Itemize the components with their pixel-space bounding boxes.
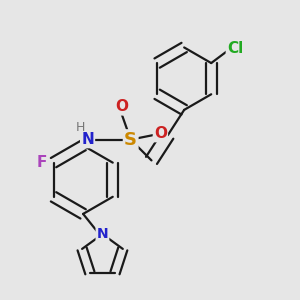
Text: F: F: [36, 155, 47, 170]
Text: O: O: [115, 99, 128, 114]
Text: O: O: [154, 126, 167, 141]
Text: Cl: Cl: [227, 41, 243, 56]
Text: H: H: [76, 121, 85, 134]
Text: S: S: [124, 130, 137, 148]
Text: N: N: [97, 227, 108, 241]
Text: N: N: [81, 132, 94, 147]
